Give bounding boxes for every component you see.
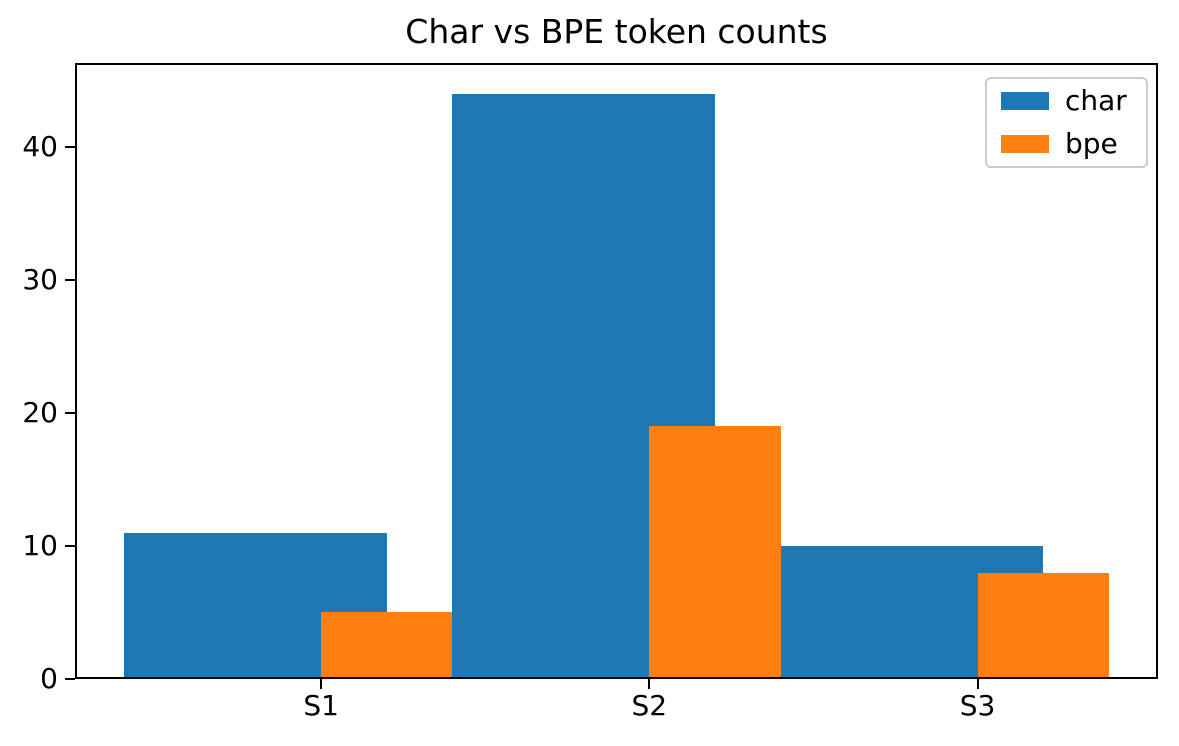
y-tick-mark-10 xyxy=(65,544,75,547)
legend-entry-bpe: bpe xyxy=(1001,130,1132,158)
legend-label-char: char xyxy=(1065,84,1127,117)
y-tick-label-40: 40 xyxy=(22,129,58,163)
legend-swatch-bpe xyxy=(1001,135,1049,153)
y-tick-label-10: 10 xyxy=(22,528,58,562)
x-tick-mark-s1 xyxy=(320,679,323,689)
legend-entry-char: char xyxy=(1001,87,1132,115)
y-tick-label-30: 30 xyxy=(22,262,58,296)
x-tick-label-s1: S1 xyxy=(303,689,339,722)
y-tick-mark-40 xyxy=(65,145,75,148)
legend-label-bpe: bpe xyxy=(1065,127,1118,160)
y-tick-label-0: 0 xyxy=(40,662,58,695)
y-tick-mark-20 xyxy=(65,411,75,414)
chart-title: Char vs BPE token counts xyxy=(405,12,828,51)
legend-swatch-char xyxy=(1001,92,1049,110)
bars-layer xyxy=(75,63,1158,679)
x-tick-mark-s3 xyxy=(976,679,979,689)
bar-bpe-s3 xyxy=(977,572,1109,679)
y-tick-mark-0 xyxy=(65,678,75,680)
legend: char bpe xyxy=(985,77,1148,168)
bar-bpe-s1 xyxy=(321,612,453,679)
x-tick-label-s2: S2 xyxy=(631,689,668,722)
y-tick-label-20: 20 xyxy=(22,395,58,429)
bar-bpe-s2 xyxy=(649,426,781,679)
y-tick-mark-30 xyxy=(65,278,75,281)
x-tick-label-s3: S3 xyxy=(959,689,996,722)
x-tick-mark-s2 xyxy=(648,679,651,689)
